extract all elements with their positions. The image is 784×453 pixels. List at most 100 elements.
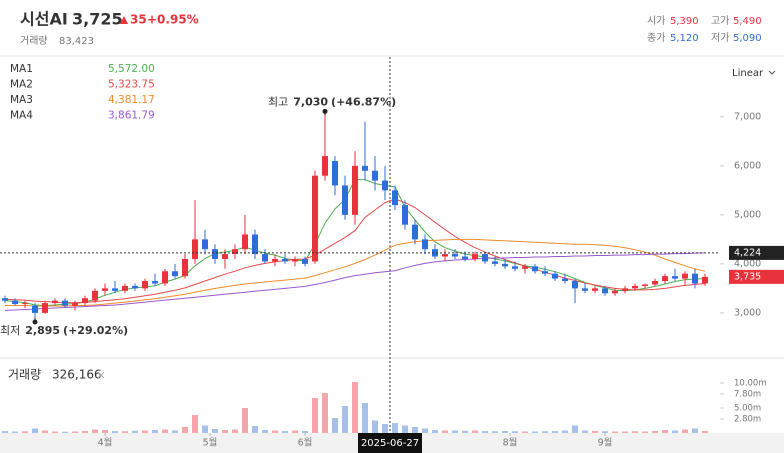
high-value: 5,490: [733, 16, 762, 27]
candle-body: [242, 234, 248, 250]
volume-bar: [362, 403, 368, 433]
candle-body: [512, 266, 518, 269]
volume-bar: [102, 430, 108, 433]
volume-bar: [562, 430, 568, 433]
candle-body: [342, 185, 348, 215]
candle-body: [22, 303, 28, 305]
volume-bar: [242, 408, 248, 433]
annotation-pct: (+46.87%): [331, 96, 396, 109]
candle-body: [2, 298, 8, 301]
candle-body: [42, 303, 48, 313]
candle-body: [272, 258, 278, 262]
last-price-box: [729, 269, 784, 284]
volume-bar: [162, 429, 168, 433]
candle-body: [152, 281, 158, 284]
scale-chevron[interactable]: [768, 70, 776, 75]
volume-tick-label: 7.80m: [734, 390, 761, 400]
volume-bar: [122, 431, 128, 433]
volume-bar: [172, 430, 178, 433]
candle-body: [322, 156, 328, 176]
annotation-label: 최고 7,030 (+46.87%): [268, 96, 396, 109]
volume-bar: [412, 427, 418, 433]
volume-bar: [202, 425, 208, 433]
volume-bar: [372, 420, 378, 433]
annotation-value: 2,895: [25, 324, 60, 337]
volume-tick-label: 10.00m: [734, 379, 767, 389]
volume-bar: [542, 431, 548, 433]
x-tick-label: 5월: [203, 437, 218, 449]
volume-bar: [232, 429, 238, 433]
candle-body: [662, 276, 668, 282]
candle-body: [582, 288, 588, 291]
volume-bar: [402, 425, 408, 433]
legend-name: MA4: [10, 110, 33, 122]
volume-bar: [452, 430, 458, 433]
volume-bar: [322, 393, 328, 433]
candle-body: [32, 305, 38, 313]
high-label: 고가: [711, 15, 729, 27]
volume-bar: [222, 430, 228, 433]
candle-body: [562, 278, 568, 282]
volume-bar: [652, 431, 658, 433]
volume-bar: [382, 424, 388, 433]
volume-tick-label: 5.00m: [734, 404, 761, 414]
volume-bar: [2, 431, 8, 433]
legend-value: 4,381.17: [108, 94, 155, 106]
volume-bar: [282, 431, 288, 433]
candle-body: [392, 190, 398, 206]
y-tick-label: 5,000: [734, 209, 761, 220]
close-icon[interactable]: [97, 371, 105, 379]
volume-tick-label: 2.80m: [734, 415, 761, 425]
volume-bar: [152, 430, 158, 433]
candle-body: [372, 170, 378, 181]
candle-body: [422, 239, 428, 250]
legend-value: 3,861.79: [108, 110, 155, 122]
legend-name: MA3: [10, 94, 33, 106]
volume-bar: [92, 429, 98, 433]
volume-bar: [662, 430, 668, 433]
volume-bar: [132, 430, 138, 433]
candle-body: [332, 160, 338, 186]
candle-body: [402, 205, 408, 225]
volume-bar: [62, 431, 68, 433]
stock-price: 3,725: [72, 10, 123, 29]
candle-body: [82, 298, 88, 304]
candle-body: [502, 263, 508, 267]
volume-bar: [462, 430, 468, 433]
volume-bar: [442, 430, 448, 433]
candle-body: [72, 303, 78, 306]
volume-bar: [672, 430, 678, 433]
x-tick-label: 9월: [598, 437, 613, 449]
legend-value: 5,572.00: [108, 63, 155, 75]
open-label: 시가: [647, 15, 665, 27]
volume-bar: [52, 431, 58, 433]
open-value: 5,390: [670, 16, 699, 27]
scale-mode[interactable]: Linear: [732, 68, 764, 79]
volume-bar: [502, 431, 508, 433]
volume-bar: [392, 423, 398, 433]
legend-name: MA2: [10, 79, 33, 91]
candle-body: [462, 256, 468, 259]
candle-body: [122, 285, 128, 291]
volume-bar: [682, 429, 688, 433]
crosshair-date: 2025-06-27: [361, 438, 419, 449]
candle-body: [62, 300, 68, 306]
volume-bar: [432, 430, 438, 433]
volume-label: 거래량: [20, 35, 48, 47]
candle-body: [252, 234, 258, 255]
volume-bar: [612, 431, 618, 433]
moving-average-line: [4, 198, 706, 304]
candle-body: [102, 288, 108, 291]
volume-bar: [632, 431, 638, 433]
candle-body: [352, 165, 358, 215]
candle-body: [592, 288, 598, 291]
candle-body: [632, 285, 638, 289]
x-tick-label: 6월: [298, 437, 313, 449]
volume-bar: [42, 430, 48, 433]
y-tick-label: 6,000: [734, 160, 761, 171]
price-change-pct: +0.95%: [147, 13, 199, 27]
annotation-label: 최저 2,895 (+29.02%): [0, 324, 128, 337]
candle-body: [622, 288, 628, 291]
candle-body: [202, 239, 208, 250]
legend-value: 5,323.75: [108, 79, 155, 91]
